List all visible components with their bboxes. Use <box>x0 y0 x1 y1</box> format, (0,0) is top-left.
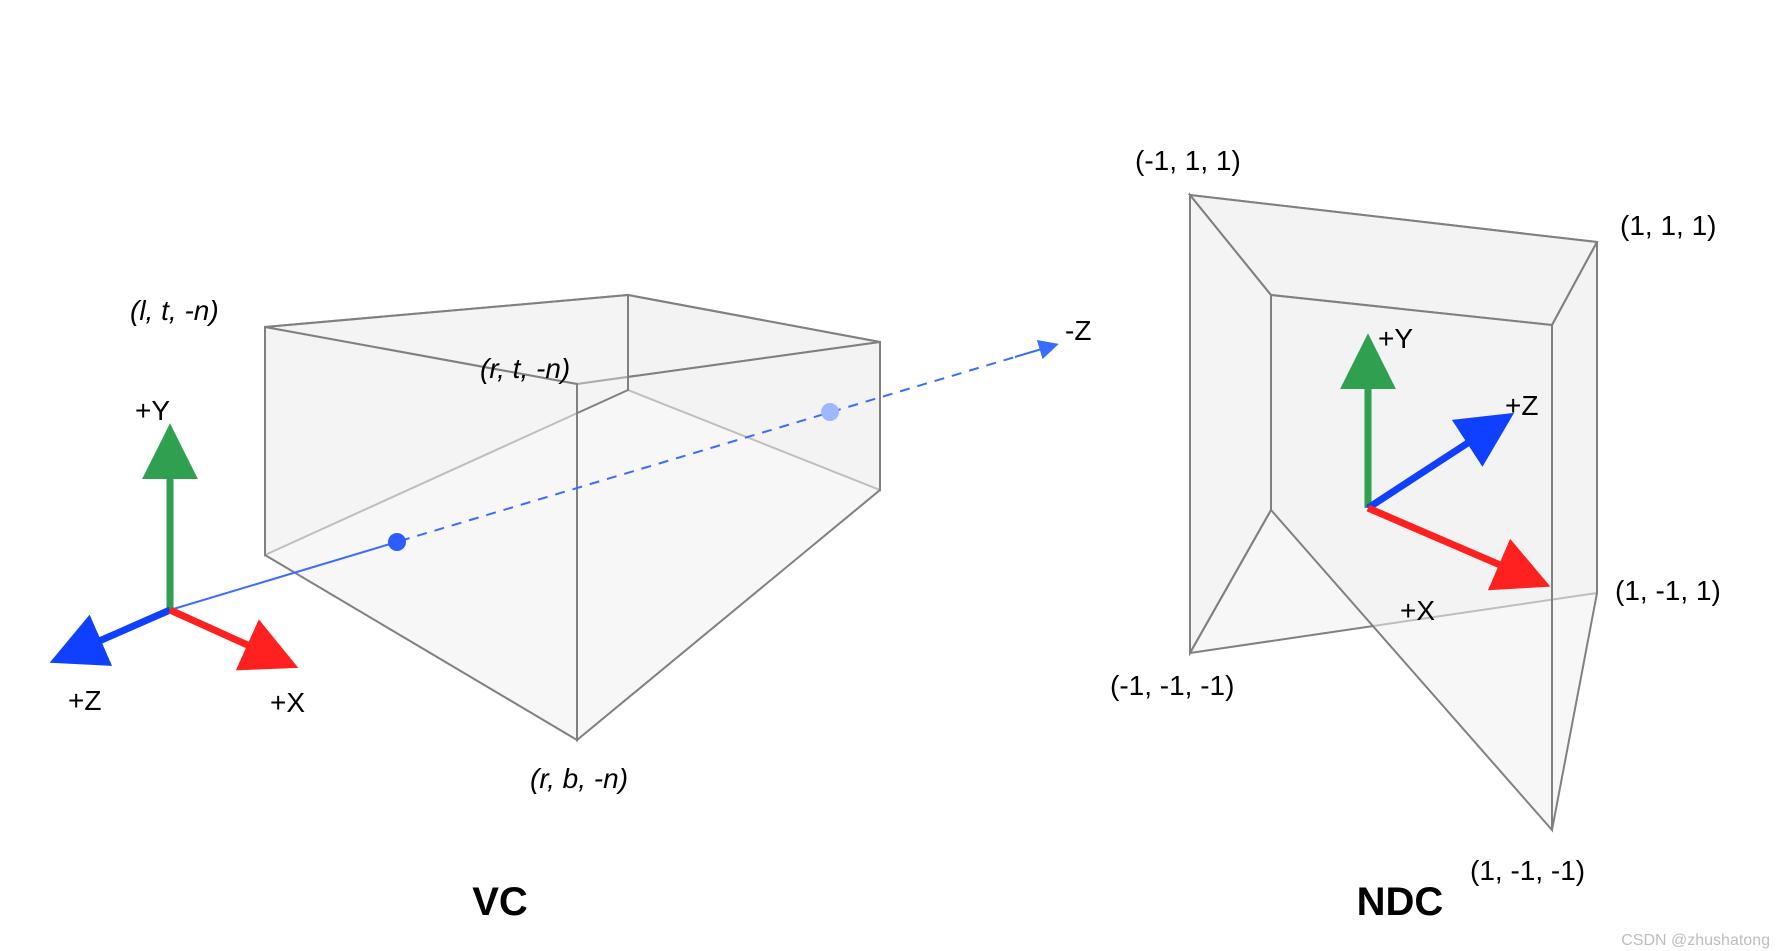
vc-face-near <box>265 327 577 740</box>
ndc-box <box>1190 195 1597 830</box>
ndc-vertex-p111: (1, 1, 1) <box>1620 210 1716 241</box>
vc-vertex-ltn: (l, t, -n) <box>130 295 219 326</box>
vc-ray-point-far <box>821 403 839 421</box>
ndc-vertex-m111: (-1, 1, 1) <box>1135 145 1241 176</box>
ndc-vertex-m1m1m1: (-1, -1, -1) <box>1110 670 1234 701</box>
vc-face-right <box>577 342 880 740</box>
ndc-face-right <box>1552 242 1597 830</box>
vc-ray-label: -Z <box>1065 315 1091 346</box>
vc-title: VC <box>472 880 528 924</box>
vc-vertex-rtn: (r, t, -n) <box>480 353 570 384</box>
ndc-axis-y-label: +Y <box>1378 323 1413 354</box>
vc-axis-z-label: +Z <box>68 685 101 716</box>
ndc-vertex-p1m1m1: (1, -1, -1) <box>1470 855 1585 886</box>
vc-vertex-rbn: (r, b, -n) <box>530 763 628 794</box>
vc-box <box>265 295 880 740</box>
vc-axis-x-label: +X <box>270 687 305 718</box>
ndc-axis-x-label: +X <box>1400 595 1435 626</box>
ndc-axis-z-label: +Z <box>1505 390 1538 421</box>
vc-axis-y-label: +Y <box>135 395 170 426</box>
watermark: CSDN @zhushatong <box>1621 932 1770 949</box>
ndc-vertex-p1m1p1: (1, -1, 1) <box>1615 575 1721 606</box>
vc-axis-x <box>170 610 283 661</box>
vc-ray-point-near <box>388 533 406 551</box>
ndc-title: NDC <box>1357 880 1444 924</box>
vc-axis-z <box>65 610 170 656</box>
vc-axes <box>65 440 283 661</box>
